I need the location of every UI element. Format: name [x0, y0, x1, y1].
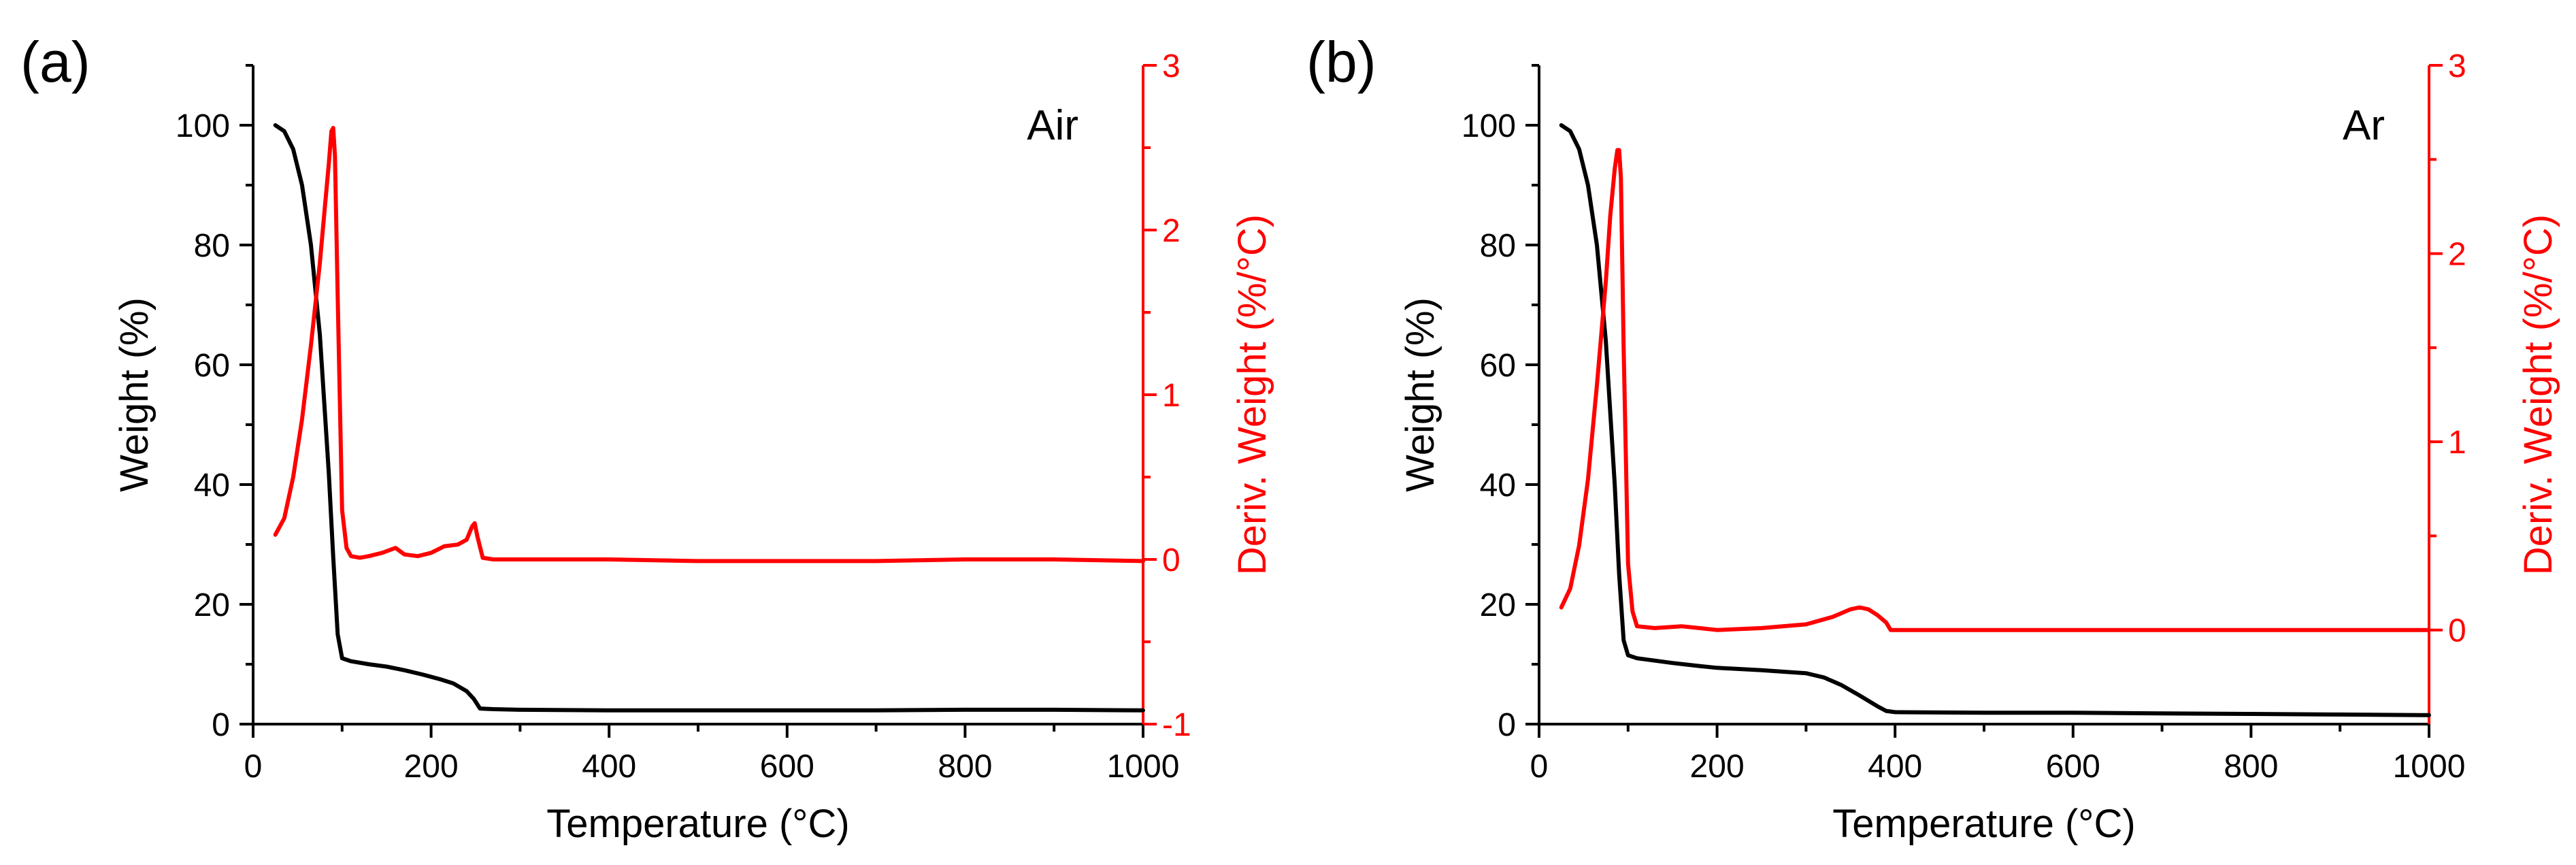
- panel-b: 0 200 400 600 800 10000204060801000123Tempera…: [1306, 30, 2560, 846]
- y-left-tick-label: 80: [194, 228, 230, 264]
- y-right-axis-title: Deriv. Weight (%/°C): [2516, 214, 2560, 575]
- y-left-tick-label: 100: [1462, 108, 1516, 144]
- condition-annotation: Ar: [2343, 102, 2385, 149]
- panel-a: 0 200 400 600 800 1000 0 20 40 60 80 100 -1 0 1 2 3 Tempe…: [20, 30, 1274, 846]
- x-tick-label: 1000: [2393, 749, 2466, 785]
- x-tick-label: 400: [582, 749, 636, 785]
- x-tick-label: 1000: [1107, 749, 1180, 785]
- panel-label: (a): [20, 30, 90, 94]
- y-left-axis-title: Weight (%): [112, 297, 156, 492]
- x-tick-label: 600: [760, 749, 814, 785]
- y-left-tick-label: 20: [194, 587, 230, 623]
- y-left-tick-label: 40: [194, 468, 230, 504]
- y-right-tick-label: 0: [1162, 542, 1180, 578]
- y-left-tick-label: 80: [1480, 228, 1516, 264]
- y-left-tick-label: 20: [1480, 587, 1516, 623]
- x-axis-title: Temperature (°C): [546, 802, 849, 846]
- x-tick-label: 0: [1530, 749, 1549, 785]
- y-right-tick-label: 1: [1162, 378, 1180, 414]
- y-right-tick-label: 3: [2448, 48, 2466, 84]
- x-tick-label: 200: [404, 749, 459, 785]
- y-left-tick-label: 100: [176, 108, 230, 144]
- y-right-tick-label: 3: [1162, 48, 1180, 84]
- x-tick-label: 200: [1690, 749, 1745, 785]
- x-tick-label: 800: [938, 749, 992, 785]
- y-right-axis-title: Deriv. Weight (%/°C): [1230, 214, 1274, 575]
- y-right-tick-label: 1: [2448, 425, 2466, 461]
- y-right-tick-label: 2: [2448, 237, 2466, 273]
- y-left-tick-label: 0: [1498, 707, 1516, 743]
- y-left-tick-label: 40: [1480, 468, 1516, 504]
- y-left-axis-title: Weight (%): [1398, 297, 1442, 492]
- y-right-tick-label: 2: [1162, 213, 1180, 249]
- deriv-weight-line: [273, 126, 1145, 564]
- panel-label: (b): [1306, 30, 1376, 94]
- y-right-tick-label: 0: [2448, 613, 2466, 649]
- condition-annotation: Air: [1027, 102, 1078, 149]
- y-left-tick-label: 60: [194, 348, 230, 384]
- weight-line: [273, 123, 1145, 713]
- y-left-tick-label: 0: [212, 707, 230, 743]
- x-tick-label: 800: [2224, 749, 2278, 785]
- y-right-tick-label: -1: [1162, 707, 1191, 743]
- deriv-weight-line: [1559, 148, 2431, 632]
- x-axis-title: Temperature (°C): [1832, 802, 2135, 846]
- x-tick-label: 400: [1868, 749, 1922, 785]
- x-tick-label: 0: [244, 749, 263, 785]
- x-tick-label: 600: [2046, 749, 2100, 785]
- y-left-tick-label: 60: [1480, 348, 1516, 384]
